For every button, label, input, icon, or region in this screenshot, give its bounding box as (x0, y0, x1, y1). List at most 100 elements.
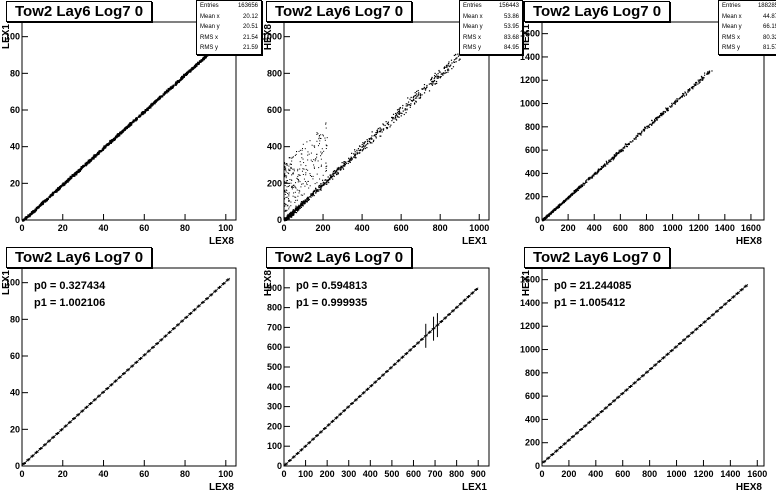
scatter-point (644, 126, 646, 128)
scatter-point (594, 173, 596, 175)
scatter-point (322, 174, 324, 176)
stats-row: RMS y 84.95 (463, 43, 519, 54)
scatter-point (116, 133, 119, 136)
scatter-point (319, 137, 321, 139)
scatter-point (698, 81, 700, 83)
scatter-point (25, 216, 28, 219)
scatter-point (689, 88, 691, 90)
scatter-point (287, 198, 289, 200)
scatter-point (318, 188, 320, 191)
scatter-point (165, 91, 168, 94)
scatter-point (29, 213, 32, 216)
x-tick-label: 1000 (469, 223, 489, 233)
scatter-point (370, 137, 372, 139)
scatter-point (443, 67, 445, 70)
scatter-point (583, 184, 585, 186)
scatter-point (447, 69, 449, 71)
fit-param-name: p0 = (296, 280, 322, 292)
scatter-point (289, 216, 291, 218)
scatter-point (319, 185, 322, 187)
scatter-point (286, 165, 288, 167)
scatter-point (706, 73, 708, 75)
scatter-point (287, 172, 289, 174)
fit-param-p1: p1 = 1.002106 (34, 297, 105, 309)
chart-panel-6: 0 200 400 600 800 1000 1200 1400 1600 0 200 400 600 8… (516, 246, 774, 492)
scatter-point (398, 116, 400, 118)
scatter-point (366, 139, 368, 141)
y-tick-label: 20 (10, 424, 20, 434)
scatter-point (644, 127, 646, 129)
scatter-point (328, 178, 330, 180)
scatter-point (349, 158, 351, 160)
scatter-point (450, 64, 452, 66)
scatter-point (318, 138, 320, 140)
scatter-point (317, 160, 319, 162)
fit-line (21, 277, 231, 466)
scatter-point (558, 206, 560, 208)
scatter-point (379, 135, 381, 137)
scatter-point (695, 84, 697, 86)
stats-row: Entries 188285 (722, 1, 776, 12)
scatter-point (288, 185, 290, 187)
scatter-point (699, 79, 701, 81)
scatter-point (380, 135, 382, 137)
scatter-point (708, 72, 711, 74)
scatter-point (407, 97, 409, 99)
stats-value: 188285 (757, 3, 776, 9)
scatter-point (119, 132, 122, 135)
stats-key: RMS y (722, 45, 740, 51)
scatter-point (699, 81, 701, 83)
scatter-point (431, 76, 433, 79)
scatter-point (598, 170, 600, 172)
scatter-point (635, 135, 637, 137)
scatter-point (288, 217, 290, 219)
scatter-point (658, 115, 660, 118)
scatter-point (309, 140, 311, 142)
scatter-point (285, 175, 287, 177)
scatter-point (350, 156, 352, 158)
scatter-point (601, 166, 603, 168)
scatter-point (451, 62, 453, 64)
scatter-points (284, 52, 461, 222)
scatter-point (318, 167, 320, 169)
scatter-point (382, 129, 385, 131)
stats-value: 20.51 (242, 24, 258, 30)
x-tick-label: 1000 (663, 223, 683, 233)
scatter-point (312, 192, 314, 194)
scatter-point (302, 183, 304, 185)
scatter-point (324, 137, 326, 139)
scatter-point (681, 95, 684, 97)
scatter-point (285, 180, 287, 182)
scatter-point (623, 146, 625, 149)
fit-param-name: p1 = (34, 297, 60, 309)
scatter-point (558, 205, 561, 208)
scatter-point (428, 83, 430, 85)
scatter-point (285, 182, 287, 184)
y-tick-label: 1000 (520, 345, 540, 355)
scatter-point (336, 169, 338, 171)
scatter-point (398, 110, 401, 112)
scatter-point (556, 207, 558, 209)
scatter-point (307, 198, 310, 200)
scatter-point (696, 81, 698, 84)
stats-key: RMS x (722, 34, 740, 41)
scatter-point (444, 70, 446, 72)
scatter-point (687, 89, 689, 92)
scatter-point (443, 67, 445, 69)
scatter-point (581, 184, 583, 186)
scatter-point (57, 187, 60, 190)
scatter-point (292, 168, 294, 170)
scatter-point (320, 186, 322, 188)
scatter-point (619, 151, 621, 153)
scatter-point (419, 93, 422, 95)
scatter-point (612, 157, 614, 159)
scatter-point (294, 210, 296, 212)
y-tick-label: 200 (267, 421, 282, 431)
scatter-point (289, 170, 291, 172)
scatter-point (302, 168, 304, 170)
scatter-point (421, 88, 423, 90)
scatter-point (437, 75, 439, 77)
scatter-point (703, 77, 705, 79)
scatter-point (585, 181, 587, 183)
scatter-point (594, 173, 596, 175)
